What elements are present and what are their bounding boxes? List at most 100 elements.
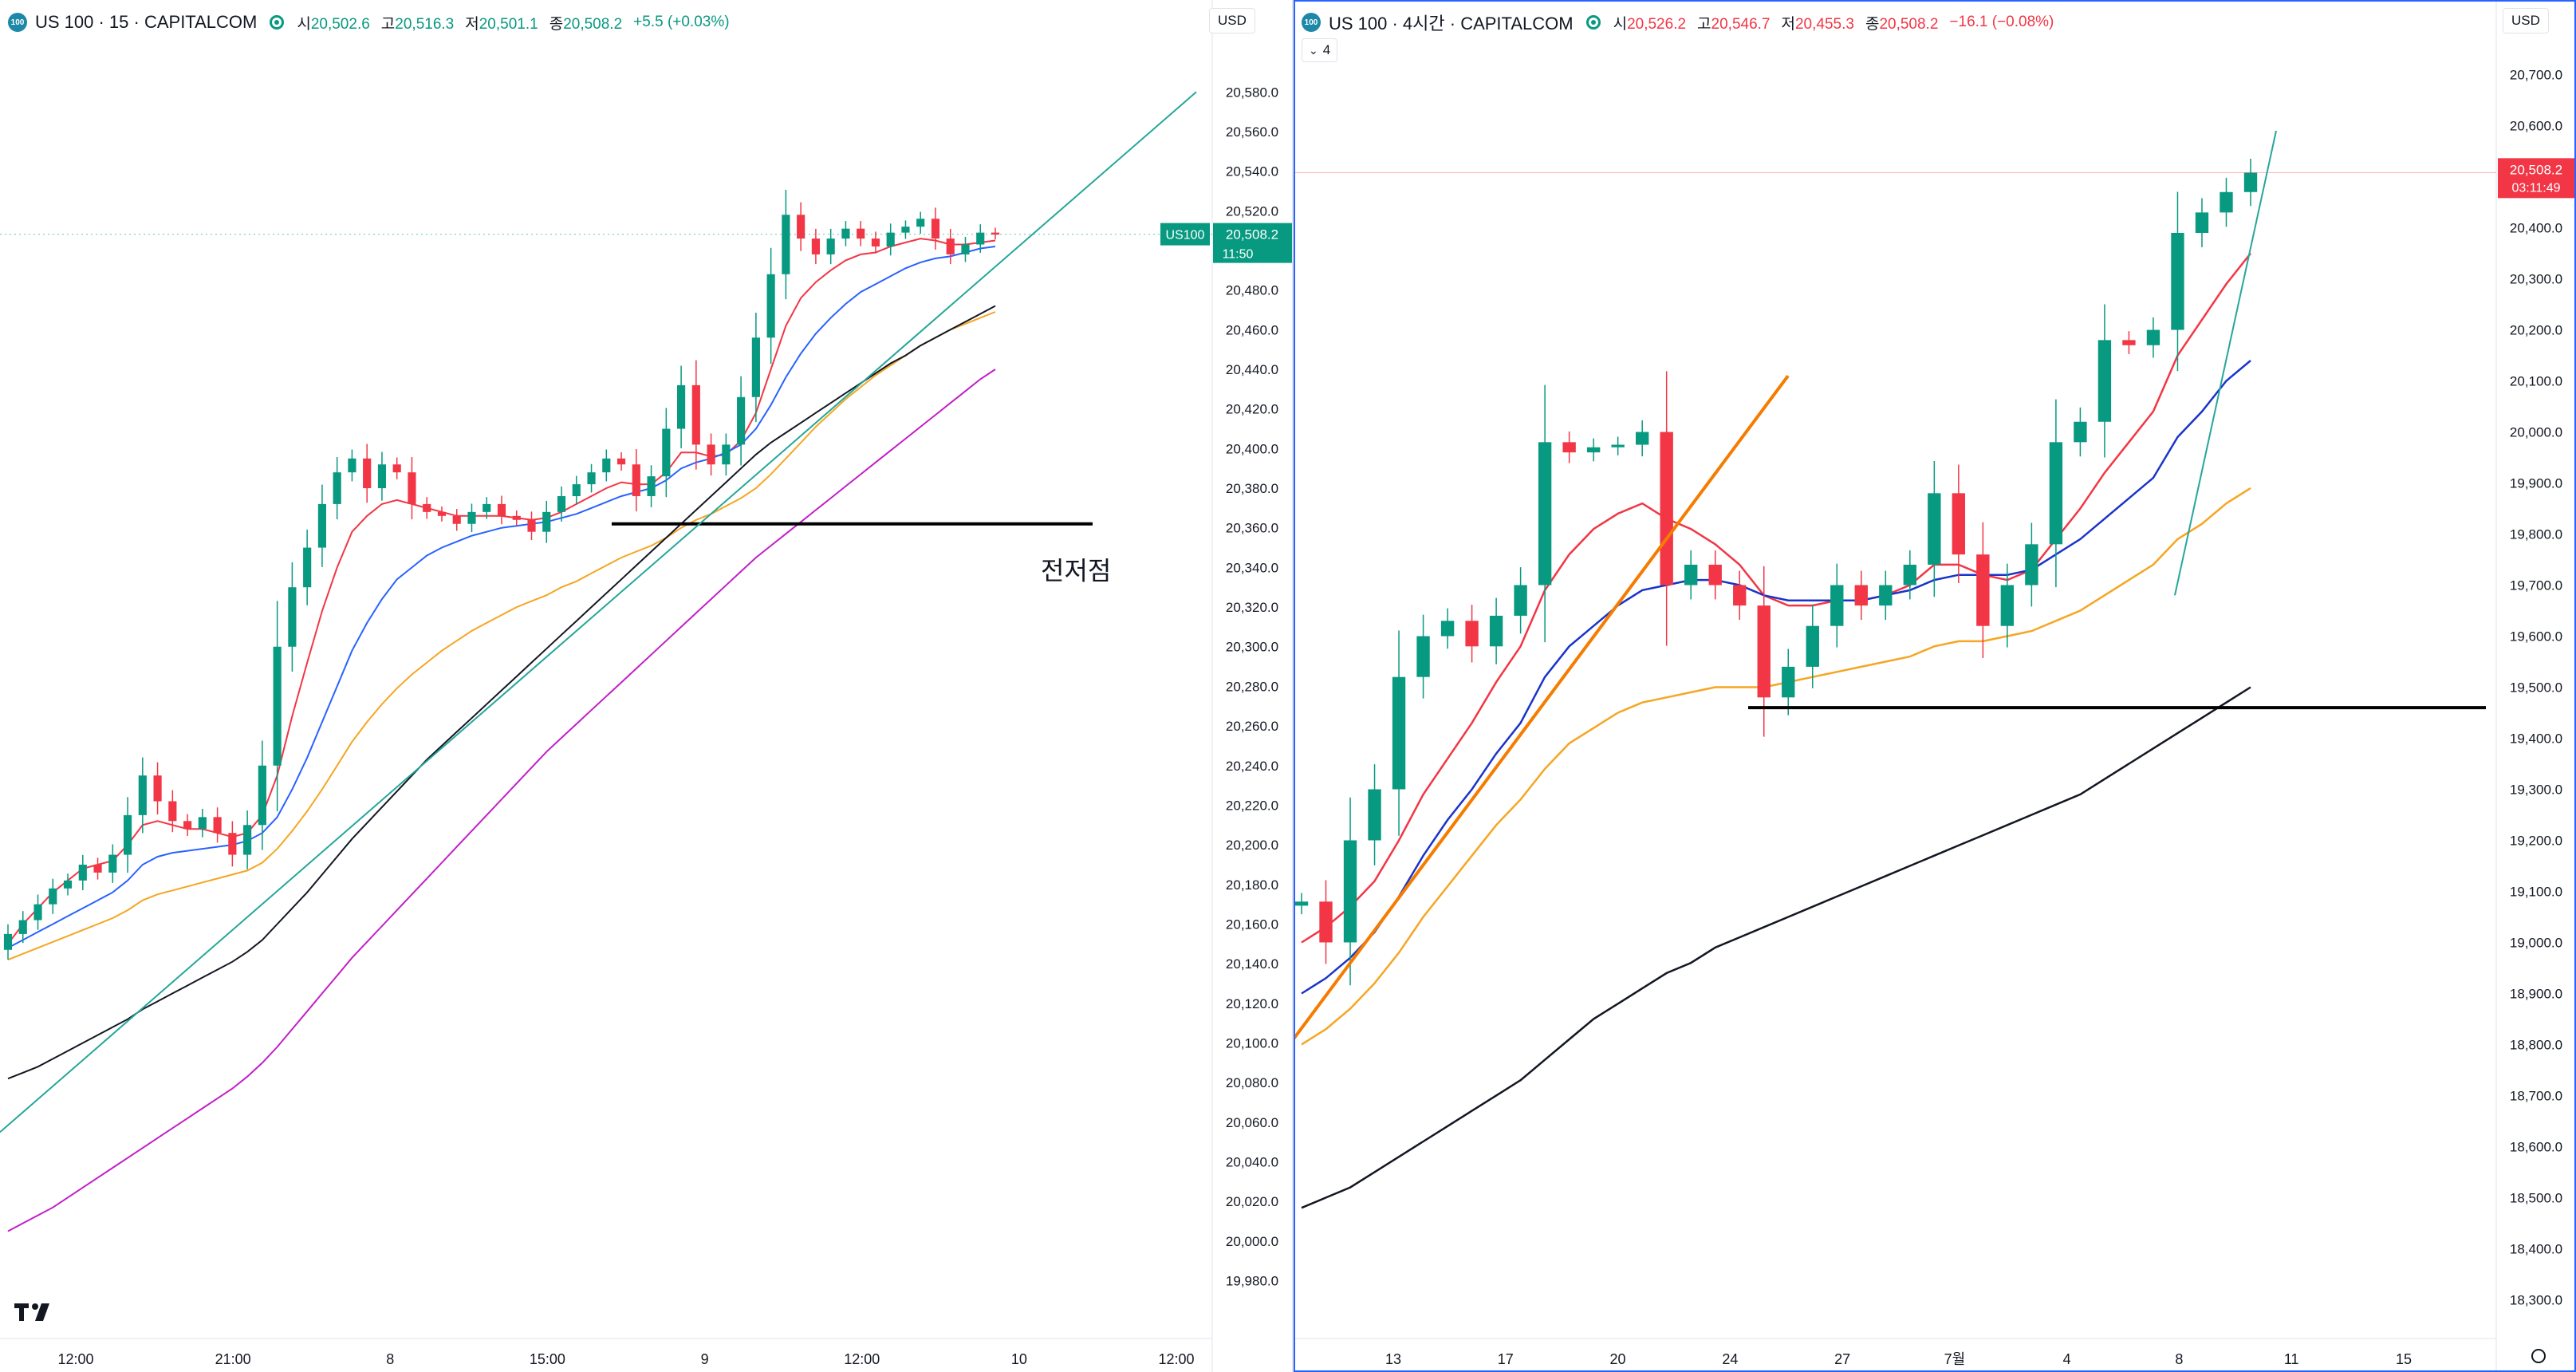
candle [1976, 554, 1990, 626]
right-legend: 100 US 100 · 4시간 · CAPITALCOM 시20,526.2 … [1302, 6, 2057, 38]
candle [512, 515, 521, 520]
candle [18, 920, 27, 934]
price-axis-label: 19,200.0 [2510, 833, 2562, 848]
chevron-down-icon: ⌄ [1309, 43, 1318, 57]
candle [1440, 621, 1455, 637]
market-status-icon[interactable] [270, 15, 285, 30]
price-axis-label: 20,100.0 [2510, 374, 2562, 389]
price-axis-label: 20,020.0 [1226, 1194, 1278, 1209]
candle [662, 428, 671, 477]
price-axis-label: 20,400.0 [2510, 221, 2562, 236]
price-axis-label: 20,520.0 [1226, 203, 1278, 219]
time-axis-label: 27 [1834, 1351, 1850, 1367]
candle [33, 904, 42, 921]
candle [1879, 585, 1893, 606]
candle [333, 472, 341, 504]
candle [931, 219, 940, 239]
price-axis-label: 20,100.0 [1226, 1036, 1278, 1051]
indicators-collapse-button[interactable]: ⌄ 4 [1302, 38, 1338, 62]
currency-button[interactable]: USD [2503, 8, 2549, 34]
candle [49, 888, 57, 905]
last-price-tag [2498, 158, 2574, 199]
market-status-icon[interactable] [1585, 15, 1601, 30]
candle [288, 587, 297, 647]
candle [1635, 432, 1649, 445]
indicators-count: 4 [1322, 42, 1331, 57]
ohlc-close: 종20,508.2 [549, 15, 623, 33]
time-axis-label: 20 [1610, 1351, 1626, 1367]
price-axis-label: 20,440.0 [1226, 362, 1278, 377]
moving-average-line [7, 369, 996, 1232]
currency-button[interactable]: USD [1209, 8, 1255, 34]
ohlc-change: −16.1 (−0.08%) [1949, 14, 2054, 30]
left-chart-pane[interactable]: 20,580.020,560.020,540.020,520.020,500.0… [0, 0, 1292, 1372]
symbol-title[interactable]: US 100 · 4시간 · CAPITALCOM [1329, 14, 1574, 34]
price-axis-label: 18,800.0 [2510, 1037, 2562, 1052]
candle [602, 458, 611, 473]
candle [527, 519, 536, 532]
price-axis-label: 19,000.0 [2510, 935, 2562, 950]
candle [437, 511, 447, 516]
candle [2243, 172, 2258, 192]
candle [1684, 564, 1698, 585]
candle [3, 933, 13, 950]
price-axis-label: 20,600.0 [2510, 119, 2562, 134]
ohlc-open: 시20,502.6 [297, 15, 370, 33]
price-axis-label: 18,900.0 [2510, 986, 2562, 1001]
price-axis-label: 20,040.0 [1226, 1155, 1278, 1170]
moving-average-line [1301, 360, 2251, 995]
candle [108, 854, 117, 873]
pane-divider[interactable] [1292, 0, 1294, 1372]
left-chart-canvas[interactable]: 20,580.020,560.020,540.020,520.020,500.0… [0, 0, 1292, 1372]
candle [1806, 625, 1819, 667]
price-axis-label: 20,320.0 [1226, 600, 1278, 615]
ohlc-high: 고20,516.3 [380, 15, 455, 33]
price-axis-label: 20,240.0 [1226, 759, 1278, 774]
price-axis-label: 20,000.0 [2510, 425, 2562, 440]
price-axis-label: 19,800.0 [2510, 527, 2562, 542]
price-axis-label: 20,260.0 [1226, 719, 1278, 734]
time-axis-label: 21:00 [215, 1351, 251, 1367]
price-axis-label: 18,700.0 [2510, 1088, 2562, 1103]
moving-average-line [1301, 686, 2251, 1209]
candle [258, 765, 266, 826]
candle [153, 775, 162, 802]
time-axis-label: 12:00 [844, 1351, 880, 1367]
candle [1343, 840, 1357, 943]
candle [1830, 585, 1844, 626]
candle [2049, 442, 2063, 545]
settings-gear-icon[interactable] [2531, 1349, 2546, 1363]
time-axis-label: 10 [1011, 1351, 1027, 1367]
candle [392, 464, 401, 473]
price-axis-label: 20,300.0 [1226, 640, 1278, 655]
candle [1416, 636, 1430, 677]
moving-average-line [1301, 252, 2251, 944]
time-axis-label: 7월 [1944, 1351, 1966, 1367]
candle [871, 239, 880, 246]
annotation-label: 전저점 [1041, 557, 1111, 585]
right-chart-pane[interactable]: 20,700.020,600.020,500.020,400.020,300.0… [1294, 0, 2576, 1372]
last-price-value: 20,508.2 [2510, 162, 2562, 177]
candle [542, 511, 551, 532]
time-axis-label: 12:00 [57, 1351, 93, 1367]
candle [1489, 615, 1503, 647]
candle [452, 515, 461, 524]
time-axis-label: 15 [2396, 1351, 2412, 1367]
ohlc-close: 종20,508.2 [1865, 15, 1939, 33]
moving-average-line [1301, 487, 2251, 1046]
ohlc-low: 저20,501.1 [465, 15, 538, 33]
right-chart-canvas[interactable]: 20,700.020,600.020,500.020,400.020,300.0… [1294, 0, 2576, 1372]
tradingview-logo-icon[interactable] [14, 1300, 56, 1324]
time-axis-label: 9 [701, 1351, 709, 1367]
trend-line-orange [1294, 374, 1790, 1040]
candle [123, 814, 132, 855]
candle [647, 476, 656, 496]
candle [183, 821, 192, 830]
candle [782, 215, 790, 274]
candle [691, 384, 700, 445]
time-axis-label: 8 [386, 1351, 394, 1367]
symbol-title[interactable]: US 100 · 15 · CAPITALCOM [35, 12, 258, 32]
candle [946, 239, 955, 254]
time-axis-label: 4 [2063, 1351, 2071, 1367]
candle [991, 232, 1000, 235]
